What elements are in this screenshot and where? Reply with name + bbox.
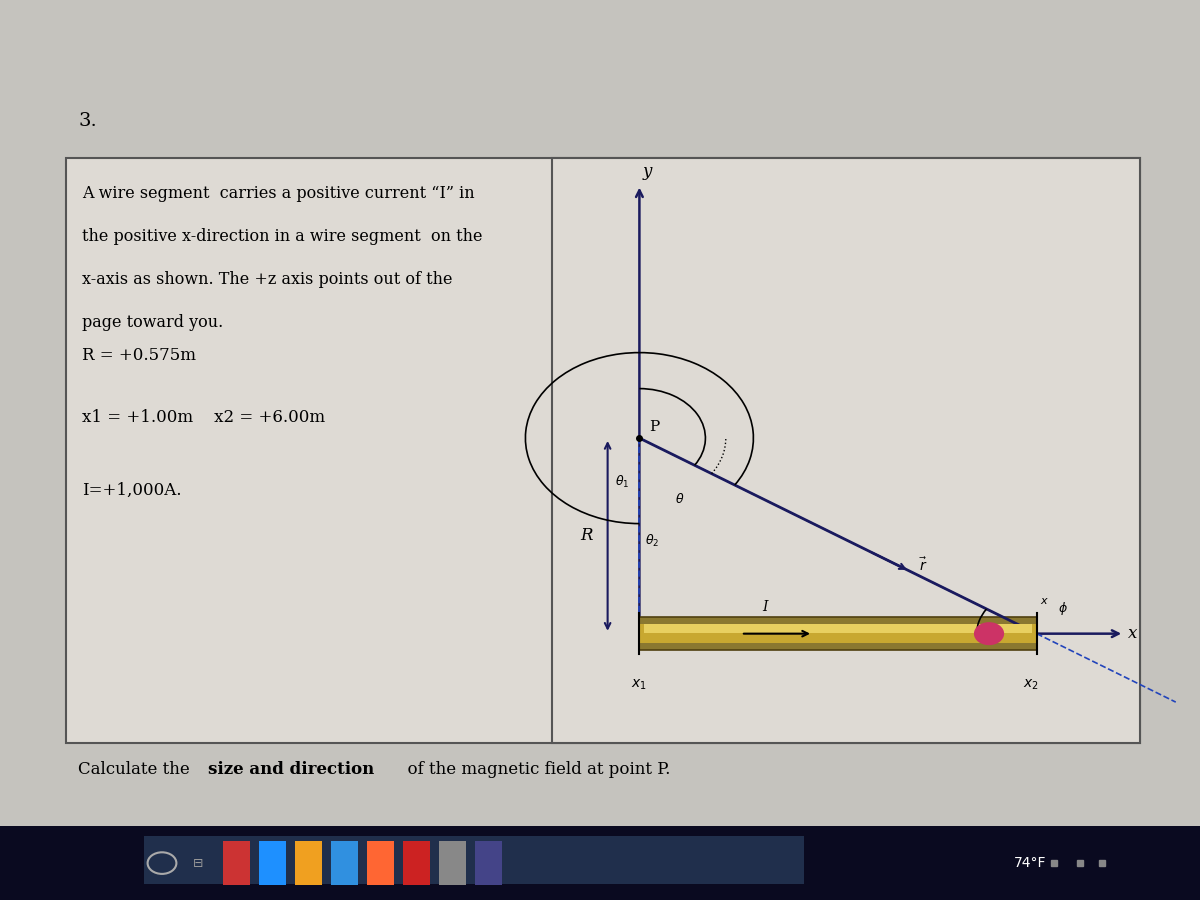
Bar — [640, 617, 1037, 650]
Text: x: x — [1040, 597, 1048, 607]
Text: A wire segment  carries a positive current “I” in: A wire segment carries a positive curren… — [82, 184, 474, 202]
Bar — [403, 841, 430, 886]
Text: $x_2$: $x_2$ — [1022, 678, 1038, 692]
Bar — [259, 841, 286, 886]
Text: Calculate the: Calculate the — [78, 760, 200, 778]
Text: I: I — [762, 600, 768, 614]
Text: P: P — [649, 419, 659, 434]
Bar — [144, 836, 804, 884]
Text: ⊟: ⊟ — [193, 857, 203, 869]
Text: R: R — [581, 527, 593, 544]
Text: $\vec{r}$: $\vec{r}$ — [919, 557, 928, 574]
Text: page toward you.: page toward you. — [82, 314, 223, 331]
Bar — [640, 624, 1037, 644]
Text: y: y — [643, 163, 653, 180]
Text: 3.: 3. — [78, 112, 97, 130]
FancyBboxPatch shape — [66, 158, 1140, 742]
Text: x-axis as shown. The +z axis points out of the: x-axis as shown. The +z axis points out … — [82, 271, 452, 288]
Text: $\theta$: $\theta$ — [676, 492, 685, 506]
Bar — [439, 841, 466, 886]
Bar — [0, 826, 1200, 900]
Text: x: x — [1128, 626, 1138, 643]
Bar — [295, 841, 322, 886]
Text: 74°F: 74°F — [1014, 856, 1046, 870]
Bar — [475, 841, 502, 886]
Circle shape — [974, 623, 1003, 644]
Bar — [367, 841, 394, 886]
Text: I=+1,000A.: I=+1,000A. — [82, 482, 181, 499]
FancyBboxPatch shape — [552, 158, 1140, 742]
Text: $x_1$: $x_1$ — [631, 678, 647, 692]
Text: $\theta_1$: $\theta_1$ — [616, 474, 630, 490]
Text: the positive x-direction in a wire segment  on the: the positive x-direction in a wire segme… — [82, 228, 482, 245]
Text: $\phi$: $\phi$ — [1058, 600, 1068, 617]
Bar — [331, 841, 358, 886]
Text: x1 = +1.00m    x2 = +6.00m: x1 = +1.00m x2 = +6.00m — [82, 410, 325, 427]
Text: $\theta_2$: $\theta_2$ — [646, 533, 660, 549]
Bar — [644, 624, 1032, 633]
Bar — [223, 841, 250, 886]
Text: size and direction: size and direction — [208, 760, 374, 778]
Text: of the magnetic field at point P.: of the magnetic field at point P. — [397, 760, 671, 778]
Text: R = +0.575m: R = +0.575m — [82, 346, 196, 364]
